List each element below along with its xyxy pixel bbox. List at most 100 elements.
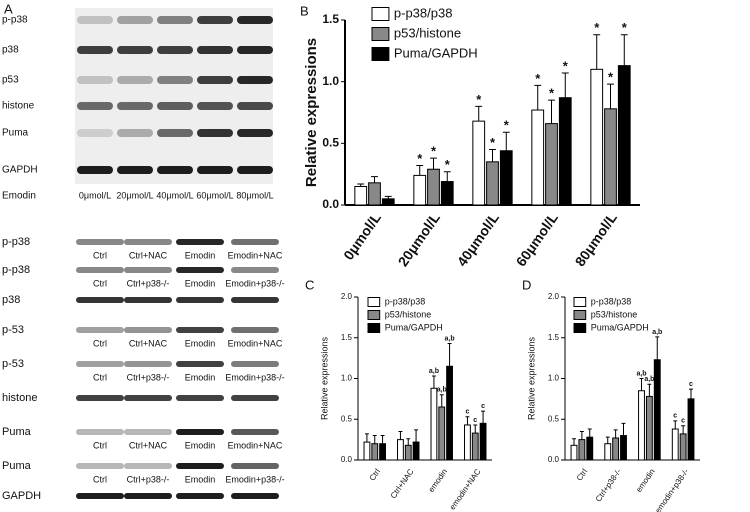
blot-band <box>117 76 153 84</box>
error-bar <box>473 424 478 434</box>
error-bar <box>364 433 369 443</box>
error-bar <box>416 165 424 176</box>
lane-label: Ctrl <box>93 474 107 484</box>
blot-band <box>231 395 279 401</box>
blot-band <box>176 327 224 333</box>
y-axis-label: Relative expressions <box>319 336 329 420</box>
bar <box>586 436 594 461</box>
y-axis-label: Relative expressions <box>526 336 536 420</box>
bar <box>638 390 645 461</box>
significance-label: * <box>417 151 423 166</box>
bar <box>438 406 446 461</box>
blot-background <box>75 8 273 184</box>
blot-band <box>197 129 233 137</box>
x-tick-label: emodin <box>634 467 656 494</box>
blot-band <box>176 297 224 303</box>
bar <box>479 422 487 461</box>
error-bar <box>689 388 693 399</box>
error-bar <box>655 336 660 360</box>
y-tick-label: 0.0 <box>548 455 560 464</box>
error-bar <box>414 429 419 443</box>
significance-label: * <box>445 157 451 172</box>
lane-label: Ctrl+NAC <box>129 250 168 260</box>
blot-band <box>117 129 153 137</box>
blot-band <box>231 463 279 469</box>
blot-band <box>124 267 172 273</box>
error-bar <box>681 425 686 434</box>
significance-label: c <box>681 418 685 425</box>
x-tick-label: 20μmol/L <box>395 209 444 269</box>
significance-label: a,b <box>636 370 646 377</box>
blot-band <box>76 297 124 303</box>
error-bar <box>489 149 496 162</box>
blot-band <box>197 102 233 110</box>
bar <box>531 109 545 206</box>
error-bar <box>465 416 470 425</box>
blot-band <box>124 327 172 333</box>
bar <box>645 395 653 461</box>
bar <box>545 123 558 206</box>
bar <box>413 174 427 206</box>
bar <box>620 435 627 461</box>
blot-band <box>176 361 224 367</box>
legend-swatch <box>573 310 587 320</box>
lane-label: 80μmol/L <box>236 190 273 200</box>
error-bar <box>380 435 385 444</box>
blot-band <box>76 267 124 273</box>
lane-label: Ctrl <box>93 278 107 288</box>
error-bar <box>443 171 451 182</box>
bar <box>570 444 578 461</box>
lane-label: Ctrl <box>93 372 107 382</box>
blot-band <box>231 239 279 245</box>
blot-band <box>124 463 172 469</box>
error-bar <box>621 422 626 436</box>
blot-band <box>231 493 279 499</box>
blot-band <box>117 46 153 54</box>
x-tick-label: emodin+NAC <box>448 467 483 512</box>
bar <box>381 198 395 206</box>
significance-label: * <box>608 70 614 85</box>
significance-label: * <box>622 20 628 35</box>
bar <box>578 439 586 461</box>
blot-band <box>237 102 273 110</box>
blot-band <box>157 16 193 24</box>
legend-label: p53/histone <box>394 25 461 40</box>
bar <box>464 424 471 461</box>
significance-label: c <box>673 413 677 420</box>
significance-label: c <box>689 381 693 388</box>
x-tick-label: Ctrl+p38-/- <box>594 467 623 504</box>
blot-band <box>157 76 193 84</box>
bar <box>558 97 572 206</box>
error-bar <box>534 84 542 111</box>
blot-band <box>77 76 113 84</box>
lane-label: Ctrl <box>93 250 107 260</box>
legend-swatch <box>367 297 381 307</box>
lane-label: Emodin+NAC <box>228 338 283 348</box>
legend-label: p-p38/p38 <box>385 296 426 306</box>
x-tick-label: emodin+p38-/- <box>653 467 690 512</box>
error-bar <box>447 342 452 367</box>
bar <box>687 398 695 461</box>
x-tick-label: Ctrl <box>575 467 590 483</box>
legend-swatch <box>371 47 390 61</box>
blot-band <box>124 361 172 367</box>
lane-label: 60μmol/L <box>196 190 233 200</box>
legend-swatch <box>371 7 390 21</box>
treatment-label: Emodin <box>2 191 36 202</box>
blot-band <box>157 102 193 110</box>
error-bar <box>372 435 377 444</box>
error-bar <box>620 34 628 66</box>
legend-swatch <box>573 323 587 333</box>
y-tick-label: 1.0 <box>341 374 353 383</box>
bar <box>499 150 513 206</box>
legend-swatch <box>371 27 390 41</box>
lane-label: Emodin <box>185 278 216 288</box>
error-bar <box>605 436 610 444</box>
blot-band <box>197 166 233 174</box>
panel-label: D <box>522 277 531 292</box>
significance-label: * <box>476 92 482 107</box>
y-tick-label: 1.0 <box>322 74 339 88</box>
lane-label: 40μmol/L <box>156 190 193 200</box>
error-bar <box>502 131 510 151</box>
error-bar <box>431 375 436 389</box>
